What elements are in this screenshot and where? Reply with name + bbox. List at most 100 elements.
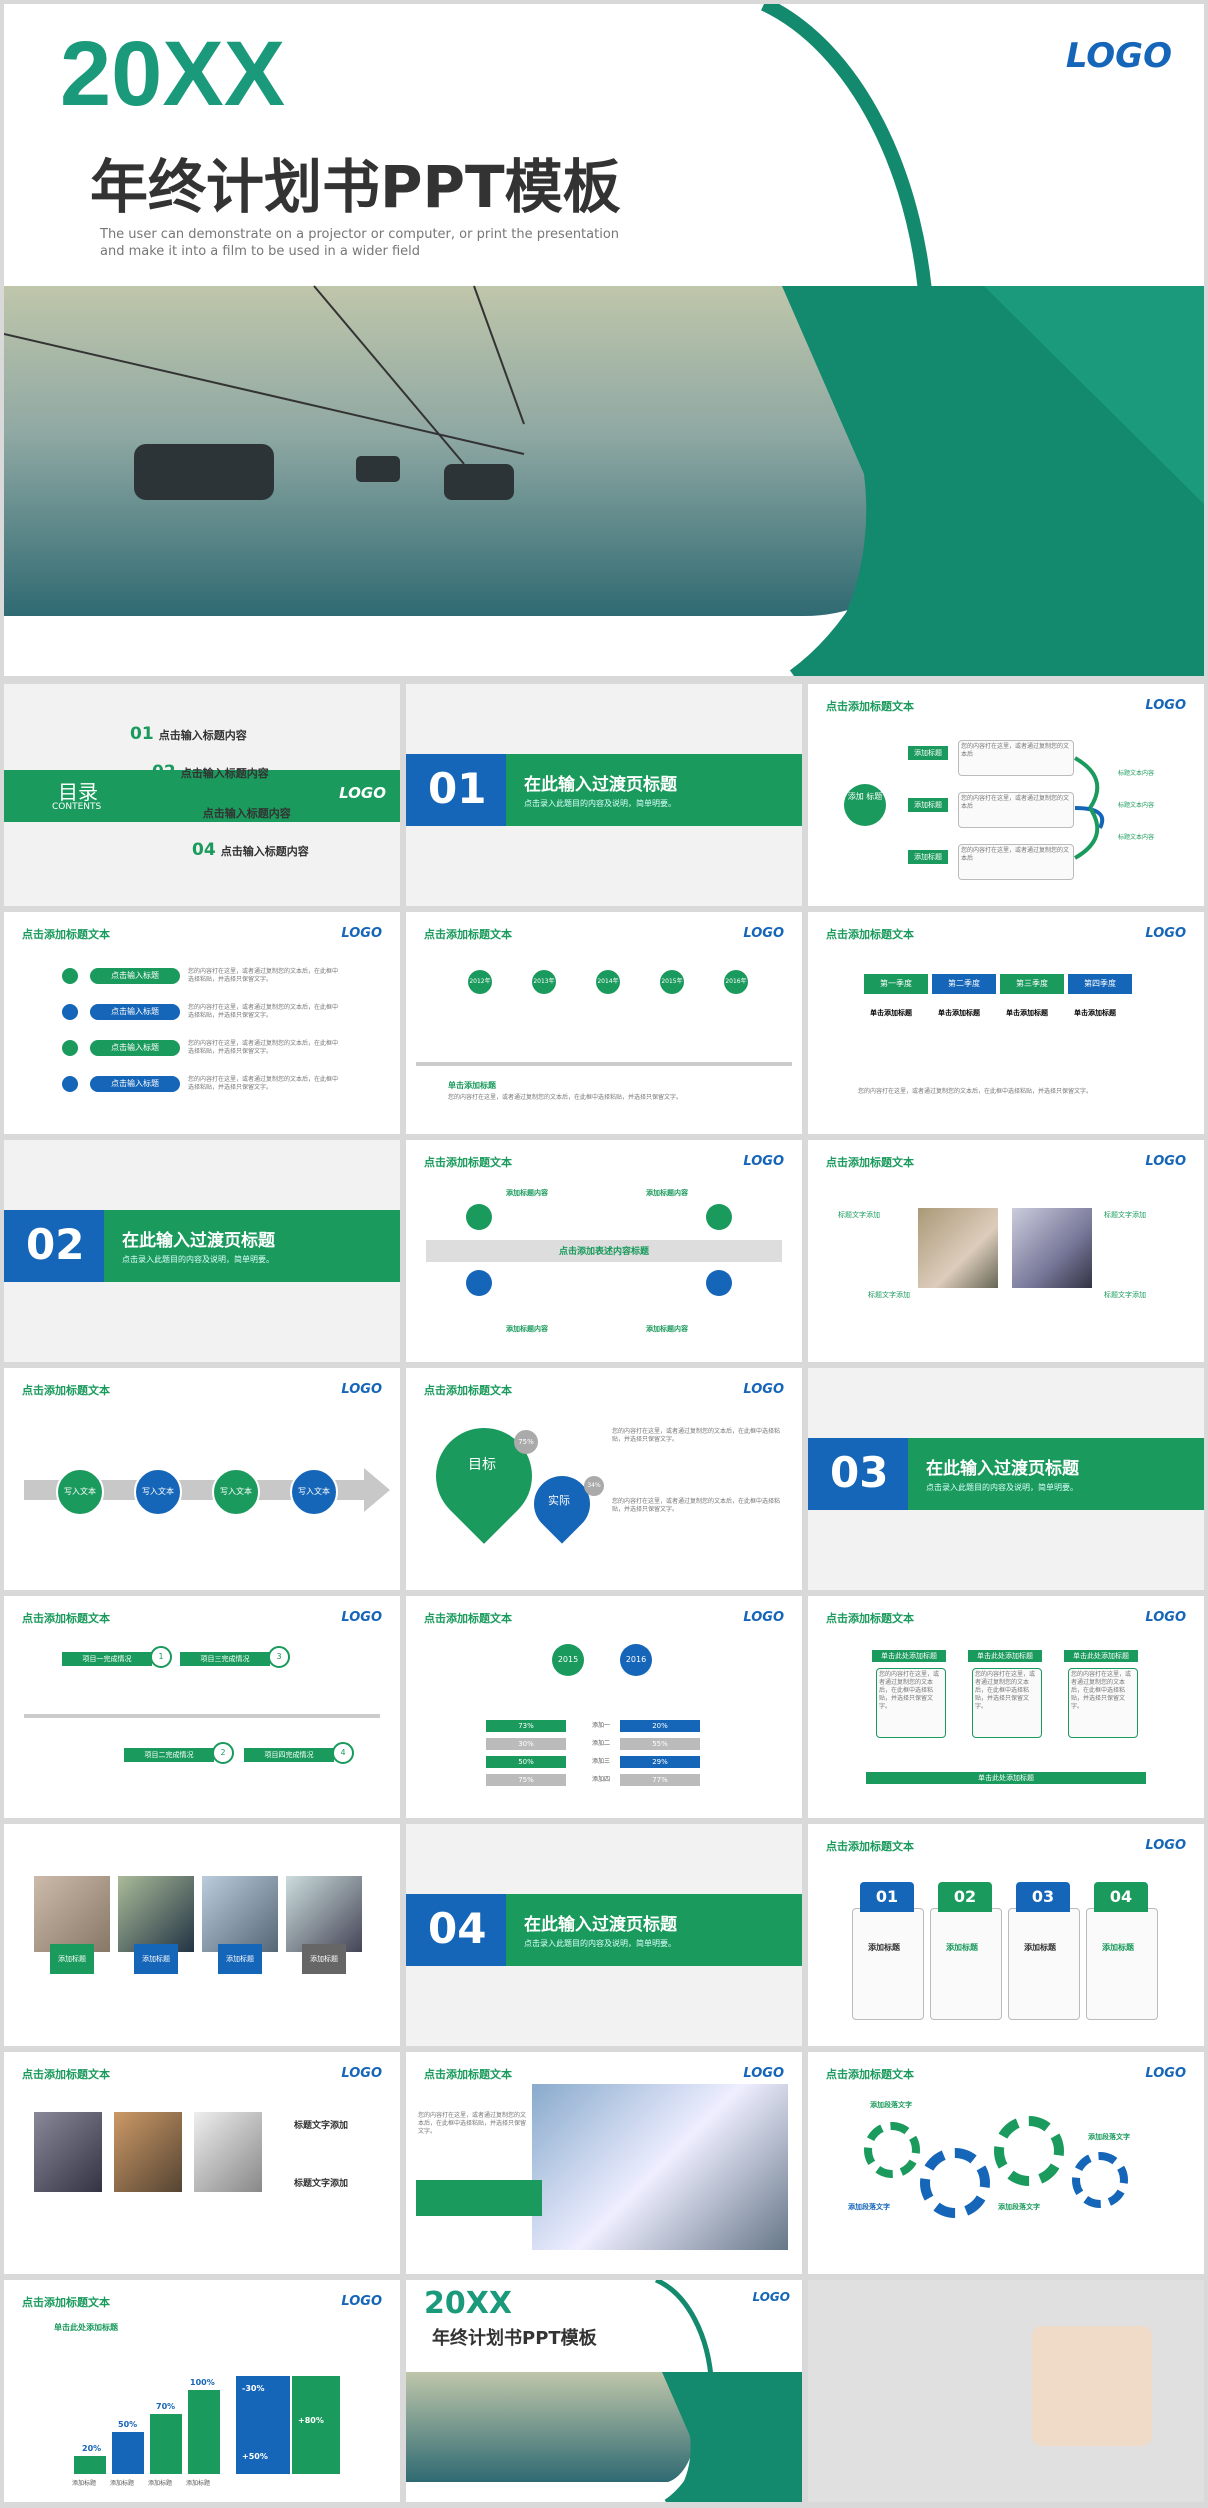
compare-row: 添加二 bbox=[592, 1740, 611, 1747]
toc-title-en: CONTENTS bbox=[52, 802, 102, 812]
list-slide[interactable]: 点击添加标题文本 LOGO 点击输入标题 点击输入标题 点击输入标题 点击输入标… bbox=[4, 912, 400, 1134]
bar-value: 20% bbox=[82, 2444, 102, 2453]
slide-header: 点击添加标题文本 bbox=[826, 928, 914, 941]
photo bbox=[34, 1876, 110, 1952]
bars-title: 单击此处添加标题 bbox=[54, 2323, 118, 2332]
tree-right-label: 标题文本内容 bbox=[1118, 834, 1155, 841]
timeline-label: 单击添加标题 bbox=[448, 1081, 496, 1090]
right-block bbox=[236, 2376, 290, 2474]
step-num: 3 bbox=[268, 1646, 290, 1668]
watermark-area bbox=[808, 2280, 1204, 2502]
section-03-slide[interactable]: 03 在此输入过渡页标题 点击录入此题目的内容及说明，简单明要。 bbox=[808, 1368, 1204, 1590]
goal-slide[interactable]: 点击添加标题文本 LOGO 目标 实际 75% 34% 您的内容打在这里，或者通… bbox=[406, 1368, 802, 1590]
bar-value: 70% bbox=[156, 2402, 176, 2411]
photo bbox=[286, 1876, 362, 1952]
tree-slide[interactable]: 点击添加标题文本 LOGO 添加 标题 添加标题 添加标题 添加标题 您的内容打… bbox=[808, 684, 1204, 906]
compare-right: 77% bbox=[620, 1774, 700, 1786]
section-number: 03 bbox=[830, 1448, 889, 1497]
section-desc: 点击录入此题目的内容及说明，简单明要。 bbox=[524, 799, 676, 808]
card-num: 01 bbox=[860, 1882, 914, 1912]
slide-logo: LOGO bbox=[743, 1154, 784, 1169]
step-num: 2 bbox=[212, 1742, 234, 1764]
timeline-year: 2016年 bbox=[724, 970, 748, 994]
gear-label: 添加段落文字 bbox=[848, 2203, 890, 2211]
toc-item-num: 01 bbox=[130, 724, 154, 744]
card-num: 03 bbox=[1016, 1882, 1070, 1912]
card-title: 添加标题 bbox=[868, 1943, 900, 1952]
section-title: 在此输入过渡页标题 bbox=[122, 1231, 275, 1251]
hub-band bbox=[426, 1240, 782, 1262]
section-01-slide[interactable]: 01 在此输入过渡页标题 点击录入此题目的内容及说明，简单明要。 bbox=[406, 684, 802, 906]
step-label: 项目一完成情况 bbox=[62, 1652, 152, 1666]
timeline-year: 2012年 bbox=[468, 970, 492, 994]
bar-category: 添加标题 bbox=[110, 2480, 135, 2487]
timeline-slide[interactable]: 点击添加标题文本 LOGO 2012年 2013年 2014年 2015年 20… bbox=[406, 912, 802, 1134]
hub-label: 添加标题内容 bbox=[646, 1325, 688, 1333]
timeline-ground bbox=[416, 1062, 792, 1066]
handshake-slide[interactable]: 点击添加标题文本 LOGO 您的内容打在这里，或者通过复制您的文本后，在此框中选… bbox=[406, 2052, 802, 2274]
section-desc: 点击录入此题目的内容及说明，简单明要。 bbox=[122, 1255, 274, 1264]
bar-value: 50% bbox=[118, 2420, 138, 2429]
toc-item[interactable]: 02 点击输入标题内容 bbox=[152, 762, 269, 782]
toc-item[interactable]: 04 点击输入标题内容 bbox=[192, 840, 309, 860]
photos2-label: 标题文字添加 bbox=[838, 1211, 880, 1219]
gears-slide[interactable]: 点击添加标题文本 LOGO 添加段落文字 添加段落文字 添加段落文字 添加段落文… bbox=[808, 2052, 1204, 2274]
timeline-text: 您的内容打在这里，或者通过复制您的文本后，在此框中选择粘贴，并选择只保留文字。 bbox=[448, 1094, 683, 1101]
four-photos-slide[interactable]: 添加标题 添加标题 添加标题 添加标题 bbox=[4, 1824, 400, 2046]
bar bbox=[112, 2432, 144, 2474]
clock-icon bbox=[62, 1004, 78, 1020]
three-col-slide[interactable]: 点击添加标题文本 LOGO 单击此处添加标题 单击此处添加标题 单击此处添加标题… bbox=[808, 1596, 1204, 1818]
bars-slide[interactable]: 点击添加标题文本 LOGO 单击此处添加标题 20% 50% 70% 100% … bbox=[4, 2280, 400, 2502]
bar-category: 添加标题 bbox=[72, 2480, 97, 2487]
slide-header: 点击添加标题文本 bbox=[424, 2068, 512, 2081]
arrow-node: 写入文本 bbox=[212, 1468, 260, 1516]
step-num: 1 bbox=[150, 1646, 172, 1668]
tree-text-box: 您的内容打在这里，或者通过复制您的文本后 bbox=[958, 844, 1074, 880]
bar-category: 添加标题 bbox=[186, 2480, 211, 2487]
list-text: 您的内容打在这里，或者通过复制您的文本后，在此框中选择粘贴，并选择只保留文字。 bbox=[188, 1040, 339, 1055]
photo-caption: 添加标题 bbox=[134, 1944, 178, 1974]
toc-slide[interactable]: 目录 CONTENTS LOGO 01 点击输入标题内容 02 点击输入标题内容… bbox=[4, 684, 400, 906]
cover-mini-slide[interactable]: 20XX 年终计划书PPT模板 LOGO bbox=[406, 2280, 802, 2502]
section-02-slide[interactable]: 02 在此输入过渡页标题 点击录入此题目的内容及说明，简单明要。 bbox=[4, 1140, 400, 1362]
slide-logo: LOGO bbox=[341, 1610, 382, 1625]
tree-branch: 添加标题 bbox=[908, 798, 948, 812]
compare-slide[interactable]: 点击添加标题文本 LOGO 2015 2016 73% 30% 50% 75% … bbox=[406, 1596, 802, 1818]
slide-logo: LOGO bbox=[1145, 1610, 1186, 1625]
section-num-box bbox=[808, 1438, 908, 1510]
gear-icon bbox=[920, 2148, 990, 2218]
toc-item[interactable]: 01 点击输入标题内容 bbox=[130, 724, 247, 744]
compare-year: 2015 bbox=[552, 1644, 584, 1676]
arrow-node: 写入文本 bbox=[290, 1468, 338, 1516]
arrow-shape bbox=[24, 1468, 390, 1512]
steps-slide[interactable]: 点击添加标题文本 LOGO 项目一完成情况 项目三完成情况 项目二完成情况 项目… bbox=[4, 1596, 400, 1818]
photos2-slide[interactable]: 点击添加标题文本 LOGO 标题文字添加 标题文字添加 标题文字添加 标题文字添… bbox=[808, 1140, 1204, 1362]
watermark-logo-icon bbox=[1032, 2326, 1152, 2446]
office-photo bbox=[1012, 1208, 1092, 1288]
slide-logo: LOGO bbox=[341, 1382, 382, 1397]
photos3-slide[interactable]: 点击添加标题文本 LOGO 标题文字添加 标题文字添加 bbox=[4, 2052, 400, 2274]
col-text: 您的内容打在这里，或者通过复制您的文本后，在此框中选择粘贴，并选择只保留文字。 bbox=[972, 1668, 1042, 1738]
cover-slide[interactable]: 20XX 年终计划书PPT模板 The user can demonstrate… bbox=[4, 4, 1204, 676]
hub-slide[interactable]: 点击添加标题文本 LOGO 点击添加表述内容标题 添加标题内容 添加标题内容 添… bbox=[406, 1140, 802, 1362]
section-num-box bbox=[406, 1894, 506, 1966]
timeline-year: 2015年 bbox=[660, 970, 684, 994]
slide-logo: LOGO bbox=[1145, 1838, 1186, 1853]
arrow-slide[interactable]: 点击添加标题文本 LOGO 写入文本 写入文本 写入文本 写入文本 bbox=[4, 1368, 400, 1590]
section-title: 在此输入过渡页标题 bbox=[524, 775, 677, 795]
chart-icon bbox=[62, 1040, 78, 1056]
mini-year: 20XX bbox=[424, 2286, 513, 2321]
cards-slide[interactable]: 点击添加标题文本 LOGO 01 02 03 04 添加标题 添加标题 添加标题… bbox=[808, 1824, 1204, 2046]
photos2-label: 标题文字添加 bbox=[1104, 1291, 1146, 1299]
toc-item[interactable]: 03 点击输入标题内容 bbox=[174, 802, 291, 822]
compare-left: 75% bbox=[486, 1774, 566, 1786]
slide-logo: LOGO bbox=[1145, 2066, 1186, 2081]
slide-logo: LOGO bbox=[1145, 698, 1186, 713]
toc-item-label: 点击输入标题内容 bbox=[158, 729, 247, 742]
chevron-slide[interactable]: 点击添加标题文本 LOGO 第一季度 第二季度 第三季度 第四季度 单击添加标题… bbox=[808, 912, 1204, 1134]
right-value: +50% bbox=[242, 2452, 268, 2461]
section-04-slide[interactable]: 04 在此输入过渡页标题 点击录入此题目的内容及说明，简单明要。 bbox=[406, 1824, 802, 2046]
compare-year: 2016 bbox=[620, 1644, 652, 1676]
slide-logo: LOGO bbox=[743, 926, 784, 941]
gear-icon bbox=[994, 2116, 1064, 2186]
